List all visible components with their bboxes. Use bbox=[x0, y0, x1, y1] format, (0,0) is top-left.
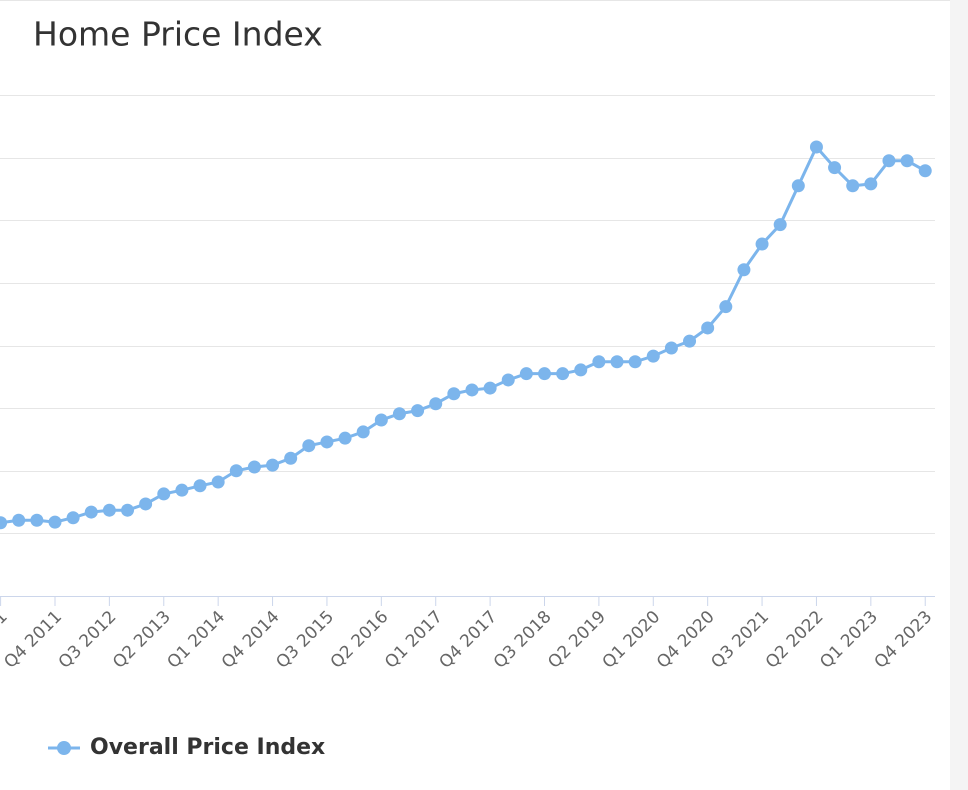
x-tick-label: Q4 2020 bbox=[653, 607, 719, 673]
data-point bbox=[483, 381, 497, 395]
x-tick-label: Q2 2016 bbox=[327, 607, 393, 673]
data-point bbox=[864, 177, 878, 191]
data-point bbox=[918, 164, 932, 178]
data-point bbox=[175, 483, 189, 497]
series-line bbox=[0, 144, 926, 525]
data-point bbox=[791, 179, 805, 193]
data-point bbox=[610, 355, 624, 369]
data-point bbox=[828, 161, 842, 175]
legend-label[interactable]: Overall Price Index bbox=[90, 735, 325, 760]
data-point bbox=[646, 349, 660, 363]
x-tick-label: Q1 2023 bbox=[816, 607, 882, 673]
data-point bbox=[247, 460, 261, 474]
data-point bbox=[664, 341, 678, 355]
data-point bbox=[556, 367, 570, 381]
data-point bbox=[102, 503, 116, 517]
data-point bbox=[429, 397, 443, 411]
x-tick-label: Q4 2017 bbox=[436, 607, 502, 673]
legend-marker bbox=[57, 741, 71, 755]
x-tick-label: Q3 2015 bbox=[272, 607, 338, 673]
data-point bbox=[447, 387, 461, 401]
x-tick-label: Q4 2023 bbox=[871, 607, 937, 673]
data-point bbox=[157, 487, 171, 501]
data-point bbox=[84, 505, 98, 519]
data-point bbox=[338, 431, 352, 445]
side-strip bbox=[950, 0, 968, 790]
data-point bbox=[755, 237, 769, 251]
data-point bbox=[809, 140, 823, 154]
data-point bbox=[139, 497, 153, 511]
data-point bbox=[392, 407, 406, 421]
x-tick-label: Q1 2020 bbox=[599, 607, 665, 673]
data-point bbox=[211, 475, 225, 489]
data-point bbox=[284, 451, 298, 465]
chart-title: Home Price Index bbox=[33, 15, 323, 54]
data-point bbox=[701, 321, 715, 335]
data-point bbox=[193, 479, 207, 493]
data-point bbox=[538, 367, 551, 381]
x-tick-label: Q2 2019 bbox=[544, 607, 610, 673]
data-point bbox=[0, 516, 8, 530]
data-point bbox=[30, 513, 44, 527]
data-point bbox=[121, 503, 135, 517]
data-point bbox=[900, 154, 914, 168]
x-tick-label: Q3 2012 bbox=[55, 607, 121, 673]
x-tick-label: Q2 2022 bbox=[762, 607, 828, 673]
x-tick-label: Q1 2014 bbox=[164, 607, 230, 673]
data-point bbox=[519, 367, 533, 381]
data-point bbox=[465, 383, 479, 397]
data-point bbox=[266, 458, 280, 472]
data-point bbox=[846, 179, 860, 193]
data-point bbox=[12, 513, 26, 527]
x-tick-label: Q4 2011 bbox=[0, 607, 66, 673]
data-point bbox=[356, 425, 370, 439]
data-point bbox=[320, 435, 334, 449]
x-tick-label: Q1 2017 bbox=[381, 607, 447, 673]
data-point bbox=[773, 218, 787, 232]
x-tick-label: Q4 2014 bbox=[218, 607, 284, 673]
data-point bbox=[374, 413, 388, 427]
data-point bbox=[737, 263, 751, 277]
data-point bbox=[628, 355, 642, 369]
x-tick-label: Q2 2013 bbox=[109, 607, 175, 673]
data-point bbox=[66, 511, 80, 525]
data-point bbox=[719, 300, 733, 314]
legend[interactable]: Overall Price Index bbox=[48, 735, 325, 760]
data-point bbox=[501, 373, 515, 387]
data-point bbox=[48, 515, 62, 529]
x-tick-label: Q3 2018 bbox=[490, 607, 556, 673]
data-point bbox=[574, 363, 588, 377]
data-point bbox=[302, 439, 316, 453]
data-point bbox=[411, 404, 425, 418]
x-tick-label: Q3 2021 bbox=[707, 607, 773, 673]
data-point bbox=[882, 154, 896, 168]
data-point bbox=[229, 464, 243, 478]
data-point bbox=[592, 355, 606, 369]
data-point bbox=[683, 334, 697, 348]
